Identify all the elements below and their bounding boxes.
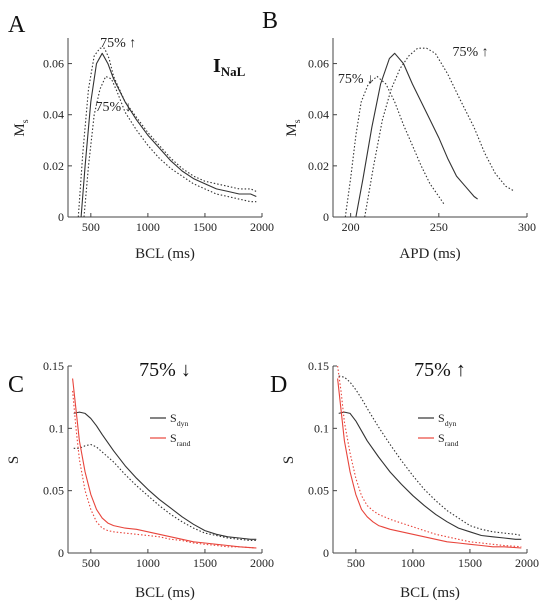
panel-letter: A (8, 12, 26, 38)
x-tick-label: 500 (347, 556, 365, 570)
y-tick-label: 0 (58, 546, 64, 560)
y-tick-label: 0.15 (308, 359, 329, 373)
legend: Sdyn Srand (150, 411, 191, 448)
x-axis-label: BCL (ms) (135, 246, 195, 262)
series-line-1 (338, 411, 522, 540)
series-line-1 (73, 411, 257, 540)
x-tick-label: 1500 (458, 556, 482, 570)
x-axis-label: BCL (ms) (400, 585, 460, 601)
chart-panel-b: 200 250 300 0 0.02 0.04 0.06 APD (ms) Ms B 75% ↑ 75… (262, 8, 536, 262)
y-axis-label: S (281, 456, 297, 464)
series-line-1 (80, 52, 257, 218)
x-tick-label: 200 (342, 220, 360, 234)
annotation-label: 75% ↓ (96, 100, 132, 115)
y-axis-label: Ms (284, 119, 303, 136)
series-line-2 (77, 47, 257, 218)
annotation-label: 75% ↑ (100, 36, 136, 51)
y-tick-label: 0 (323, 546, 329, 560)
legend-label: Srand (438, 431, 459, 448)
panel-title: 75% ↓ (139, 359, 191, 381)
x-tick-label: 300 (518, 220, 536, 234)
x-tick-label: 2000 (250, 220, 274, 234)
y-tick-label: 0 (58, 210, 64, 224)
x-tick-label: 500 (82, 220, 100, 234)
y-tick-label: 0.02 (308, 159, 329, 173)
series-line-2 (338, 375, 522, 537)
x-tick-label: 1000 (136, 556, 160, 570)
series-line-3 (83, 75, 257, 218)
panel-letter: B (262, 8, 278, 34)
legend-label: Srand (170, 431, 191, 448)
y-tick-label: 0.1 (314, 421, 329, 435)
series-line-3 (72, 378, 257, 549)
y-axis-label: S (6, 456, 22, 464)
x-tick-label: 500 (82, 556, 100, 570)
x-tick-label: 1500 (193, 556, 217, 570)
x-tick-label: 1500 (193, 220, 217, 234)
y-axis-label-group: Ms (12, 119, 31, 136)
chart-panel-d: 500 1000 1500 2000 0 0.05 0.1 0.15 BCL (ms) S D 75%… (270, 359, 539, 601)
y-axis-label-group: S (281, 456, 297, 464)
series-line-2 (73, 443, 257, 542)
series-line-4 (337, 365, 522, 548)
y-tick-label: 0 (323, 210, 329, 224)
x-tick-label: 2000 (250, 556, 274, 570)
panel-letter: C (8, 372, 24, 398)
annotation-label: 75% ↑ (452, 45, 488, 60)
y-axis-label-group: Ms (284, 119, 303, 136)
x-tick-label: 1000 (401, 556, 425, 570)
x-axis-label: APD (ms) (399, 246, 460, 262)
y-tick-label: 0.05 (308, 484, 329, 498)
y-axis-label: Ms (12, 119, 31, 136)
legend-label: Sdyn (438, 411, 456, 428)
x-tick-label: 250 (430, 220, 448, 234)
y-tick-label: 0.04 (43, 108, 64, 122)
y-tick-label: 0.1 (49, 421, 64, 435)
panel-title: 75% ↑ (414, 359, 466, 381)
panel-title: INaL (213, 55, 246, 79)
y-tick-label: 0.06 (43, 57, 64, 71)
legend-label: Sdyn (170, 411, 188, 428)
y-tick-label: 0.05 (43, 484, 64, 498)
series-line-4 (72, 390, 257, 549)
y-tick-label: 0.15 (43, 359, 64, 373)
x-tick-label: 1000 (136, 220, 160, 234)
y-tick-label: 0.04 (308, 108, 329, 122)
chart-panel-c: 500 1000 1500 2000 0 0.05 0.1 0.15 BCL (ms) S C 75%… (6, 359, 274, 601)
x-tick-label: 2000 (515, 556, 539, 570)
series-line-3 (364, 47, 515, 218)
annotation-label: 75% ↓ (338, 72, 374, 87)
x-axis-label: BCL (ms) (135, 585, 195, 601)
y-tick-label: 0.06 (308, 57, 329, 71)
series-line-2 (355, 52, 478, 218)
y-axis-label-group: S (6, 456, 22, 464)
series-line-3 (337, 378, 522, 549)
y-tick-label: 0.02 (43, 159, 64, 173)
chart-panel-a: 500 1000 1500 2000 0 0.02 0.04 0.06 BCL (ms) Ms A I… (8, 12, 274, 262)
legend: Sdyn Srand (418, 411, 459, 448)
panel-letter: D (270, 372, 287, 398)
